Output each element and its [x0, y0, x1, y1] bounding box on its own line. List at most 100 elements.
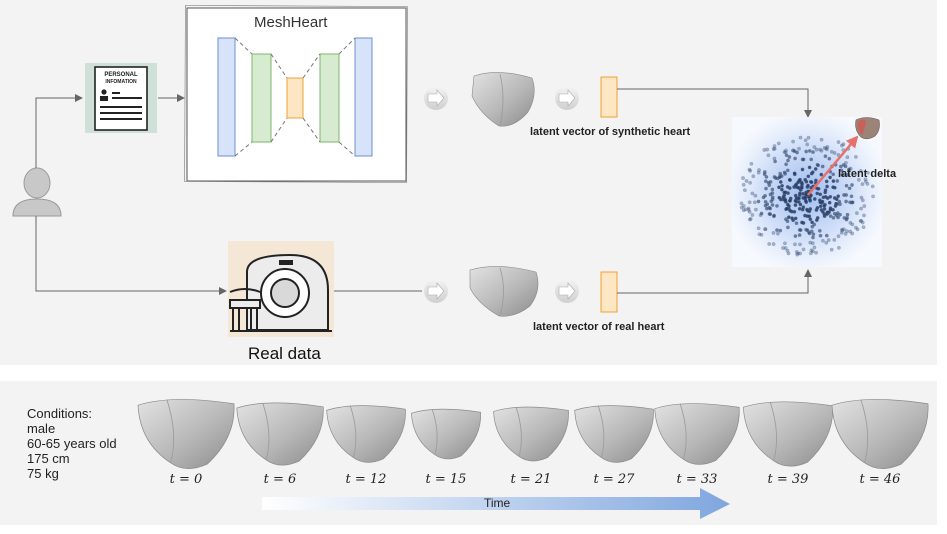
latent-point: [753, 193, 758, 198]
latent-point: [787, 186, 792, 191]
latent-point: [786, 158, 790, 163]
latent-point: [837, 199, 842, 204]
decoder-layer-1: [319, 53, 340, 143]
latent-point: [861, 225, 866, 230]
latent-point: [836, 234, 841, 239]
latent-point: [769, 199, 774, 204]
latent-point: [839, 230, 844, 235]
latent-point: [777, 185, 781, 190]
latent-point: [831, 172, 836, 177]
real-to-latent-space-arrow: [617, 269, 812, 294]
latent-point: [815, 162, 820, 167]
time-axis-label: Time: [484, 496, 511, 510]
decoder-layer-2: [354, 37, 373, 157]
real-data-label: Real data: [248, 344, 321, 363]
latent-point: [842, 193, 846, 197]
latent-point: [770, 203, 775, 207]
layer-connection-lines: [234, 37, 356, 157]
latent-point: [801, 247, 806, 252]
latent-point: [819, 148, 824, 153]
latent-point: [793, 198, 798, 203]
latent-point: [858, 168, 863, 173]
latent-point: [803, 177, 808, 182]
latent-point: [778, 180, 783, 184]
latent-point: [799, 185, 804, 190]
latent-point: [804, 149, 809, 154]
latent-point: [810, 224, 815, 229]
latent-point: [748, 217, 752, 222]
synthetic-to-latent-space-arrow: [617, 88, 812, 118]
condition-item: 175 cm: [27, 451, 70, 466]
latent-point: [862, 213, 866, 218]
latent-point: [778, 228, 783, 233]
latent-point: [800, 167, 805, 172]
latent-point: [762, 148, 767, 152]
latent-point: [778, 171, 783, 176]
latent-point: [797, 146, 801, 151]
latent-point: [764, 206, 769, 211]
document-text-line-1: PERSONAL: [104, 72, 138, 78]
latent-point: [824, 146, 829, 151]
latent-point: [866, 170, 870, 175]
latent-point: [767, 242, 772, 246]
latent-point: [786, 251, 791, 256]
latent-point: [795, 252, 800, 257]
condition-item: 75 kg: [27, 466, 59, 481]
latent-point-cloud: [739, 135, 875, 257]
latent-point: [797, 196, 801, 201]
latent-point: [835, 179, 840, 183]
latent-point: [793, 216, 798, 221]
latent-point: [846, 172, 850, 177]
latent-point: [739, 201, 744, 206]
latent-point: [793, 234, 798, 239]
heart-mesh-frame: [742, 401, 834, 467]
latent-point: [819, 172, 824, 177]
latent-point: [810, 249, 815, 254]
latent-point: [798, 202, 803, 207]
latent-point: [846, 167, 851, 172]
latent-point: [807, 214, 812, 219]
latent-point: [821, 238, 825, 243]
latent-delta-arrow: [807, 135, 859, 196]
latent-point: [770, 187, 775, 192]
latent-point: [836, 153, 841, 157]
latent-point: [824, 240, 829, 245]
latent-point: [839, 168, 844, 173]
latent-point: [763, 199, 768, 204]
latent-point: [839, 164, 843, 169]
latent-point: [800, 207, 805, 212]
latent-point: [825, 210, 830, 215]
latent-point: [741, 208, 746, 213]
latent-point: [747, 200, 752, 205]
latent-point: [786, 225, 790, 230]
latent-point: [794, 221, 799, 226]
latent-point: [798, 242, 802, 247]
latent-point: [776, 231, 780, 236]
conditions-heading: Conditions:: [27, 406, 93, 421]
condition-item: 60-65 years old: [27, 436, 117, 451]
latent-point: [810, 220, 814, 225]
latent-point: [803, 195, 807, 200]
latent-point: [834, 201, 838, 206]
latent-point: [818, 204, 823, 209]
latent-point: [816, 186, 821, 191]
user-to-document-arrow: [35, 94, 83, 168]
encoder-layer-2: [251, 53, 272, 143]
latent-point: [808, 207, 813, 211]
latent-point: [784, 162, 788, 167]
latent-point: [768, 212, 773, 217]
document-text-line-2: INFOMATION: [105, 79, 137, 85]
latent-point: [831, 179, 836, 184]
latent-point: [756, 226, 761, 231]
heart-mesh-frame: [236, 402, 324, 466]
latent-point: [782, 149, 787, 154]
latent-point: [788, 208, 793, 213]
latent-point: [759, 232, 764, 237]
latent-point: [828, 175, 832, 180]
condition-item: male: [27, 421, 56, 436]
heart-mesh-frame: [831, 399, 929, 469]
latent-point: [849, 194, 854, 199]
latent-point: [805, 142, 810, 147]
real-heart-mesh: [469, 266, 539, 317]
latent-point: [801, 157, 806, 162]
